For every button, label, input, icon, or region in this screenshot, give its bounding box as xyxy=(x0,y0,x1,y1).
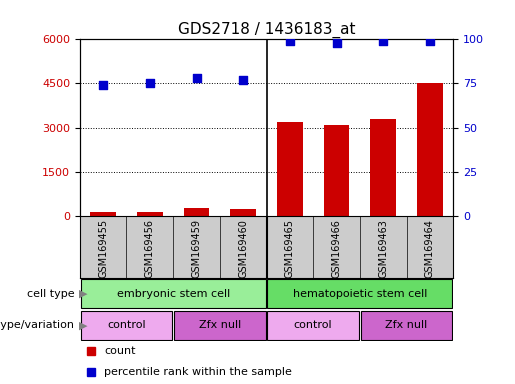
Text: GSM169463: GSM169463 xyxy=(378,219,388,278)
Bar xyxy=(267,311,359,340)
Bar xyxy=(417,83,443,216)
Title: GDS2718 / 1436183_at: GDS2718 / 1436183_at xyxy=(178,22,355,38)
Bar xyxy=(267,279,452,308)
Text: genotype/variation: genotype/variation xyxy=(0,320,75,330)
Bar xyxy=(324,125,349,216)
Text: ▶: ▶ xyxy=(79,320,88,330)
Bar xyxy=(137,212,163,216)
Point xyxy=(426,38,434,44)
Text: Zfx null: Zfx null xyxy=(199,320,241,330)
Point xyxy=(239,77,247,83)
Point xyxy=(99,82,107,88)
Bar xyxy=(81,279,266,308)
Point xyxy=(332,40,340,46)
Text: GSM169465: GSM169465 xyxy=(285,219,295,278)
Text: control: control xyxy=(294,320,333,330)
Text: cell type: cell type xyxy=(27,289,75,299)
Bar xyxy=(81,311,172,340)
Bar xyxy=(174,311,266,340)
Point xyxy=(146,80,154,86)
Text: GSM169464: GSM169464 xyxy=(425,219,435,278)
Bar xyxy=(370,119,396,216)
Text: Zfx null: Zfx null xyxy=(385,320,427,330)
Point xyxy=(286,38,294,44)
Bar xyxy=(90,212,116,216)
Text: GSM169456: GSM169456 xyxy=(145,219,155,278)
Text: embryonic stem cell: embryonic stem cell xyxy=(116,289,230,299)
Text: count: count xyxy=(104,346,135,356)
Text: hematopoietic stem cell: hematopoietic stem cell xyxy=(293,289,427,299)
Point xyxy=(193,75,201,81)
Bar xyxy=(361,311,452,340)
Text: GSM169466: GSM169466 xyxy=(332,219,341,278)
Bar xyxy=(277,122,303,216)
Text: percentile rank within the sample: percentile rank within the sample xyxy=(104,367,292,377)
Bar xyxy=(184,208,209,216)
Point xyxy=(379,38,387,44)
Text: GSM169459: GSM169459 xyxy=(192,219,201,278)
Text: control: control xyxy=(107,320,146,330)
Text: ▶: ▶ xyxy=(79,289,88,299)
Bar xyxy=(230,209,256,216)
Text: GSM169455: GSM169455 xyxy=(98,219,108,278)
Text: GSM169460: GSM169460 xyxy=(238,219,248,278)
